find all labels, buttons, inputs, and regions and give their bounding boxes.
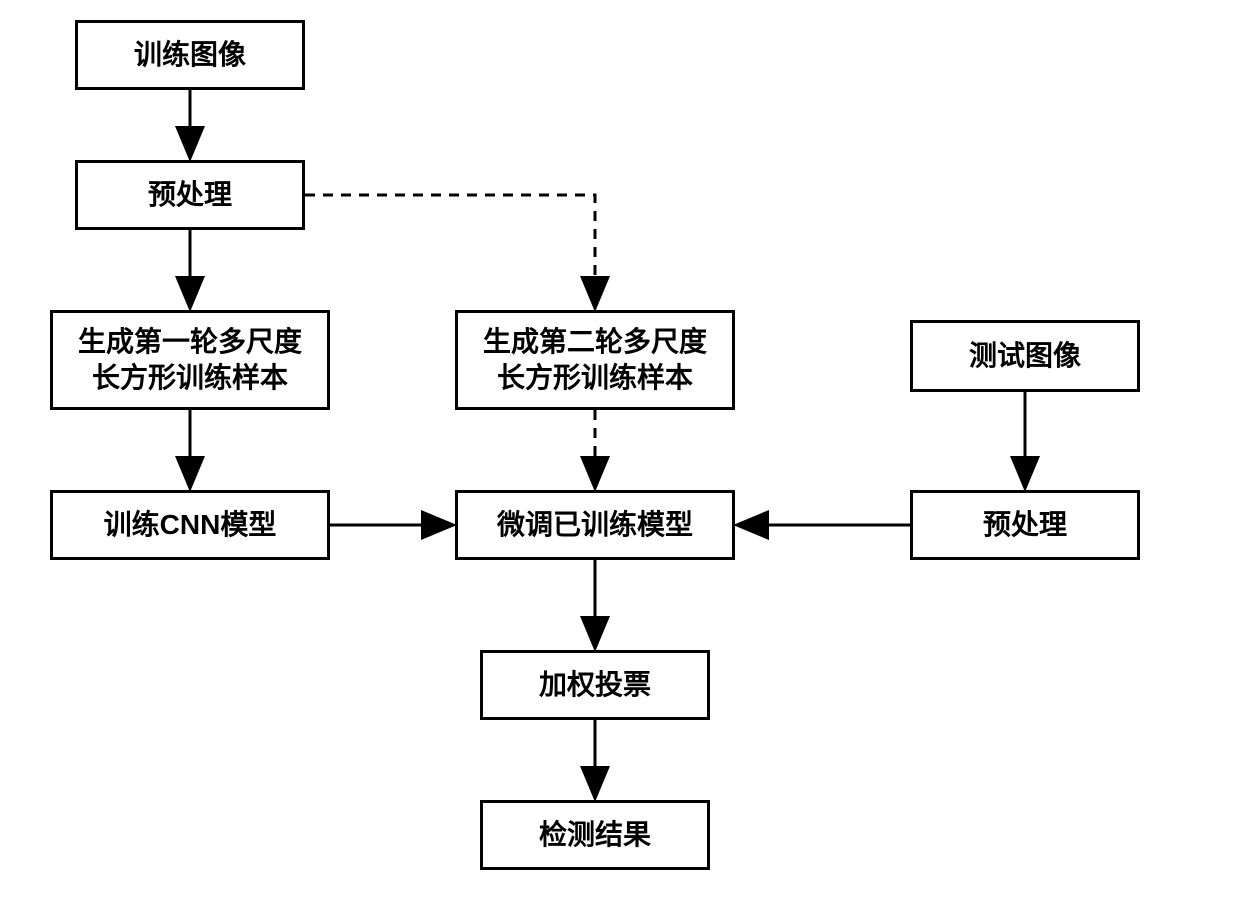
node-label: 训练CNN模型 xyxy=(104,507,277,543)
node-label: 检测结果 xyxy=(539,817,651,853)
node-gen-round1: 生成第一轮多尺度长方形训练样本 xyxy=(50,310,330,410)
node-gen-round2: 生成第二轮多尺度长方形训练样本 xyxy=(455,310,735,410)
node-label: 加权投票 xyxy=(539,667,651,703)
node-test-image: 测试图像 xyxy=(910,320,1140,392)
node-label: 预处理 xyxy=(983,507,1067,543)
node-train-cnn: 训练CNN模型 xyxy=(50,490,330,560)
node-label: 训练图像 xyxy=(134,37,246,73)
node-result: 检测结果 xyxy=(480,800,710,870)
node-label: 生成第二轮多尺度长方形训练样本 xyxy=(483,324,707,397)
node-label: 预处理 xyxy=(148,177,232,213)
node-label: 微调已训练模型 xyxy=(497,507,693,543)
flowchart-arrows xyxy=(0,0,1240,920)
node-preprocess-2: 预处理 xyxy=(910,490,1140,560)
node-finetune: 微调已训练模型 xyxy=(455,490,735,560)
node-preprocess-1: 预处理 xyxy=(75,160,305,230)
node-weighted-vote: 加权投票 xyxy=(480,650,710,720)
edge-preprocess1-to-genround2 xyxy=(305,195,595,306)
node-label: 测试图像 xyxy=(969,338,1081,374)
node-training-image: 训练图像 xyxy=(75,20,305,90)
node-label: 生成第一轮多尺度长方形训练样本 xyxy=(78,324,302,397)
